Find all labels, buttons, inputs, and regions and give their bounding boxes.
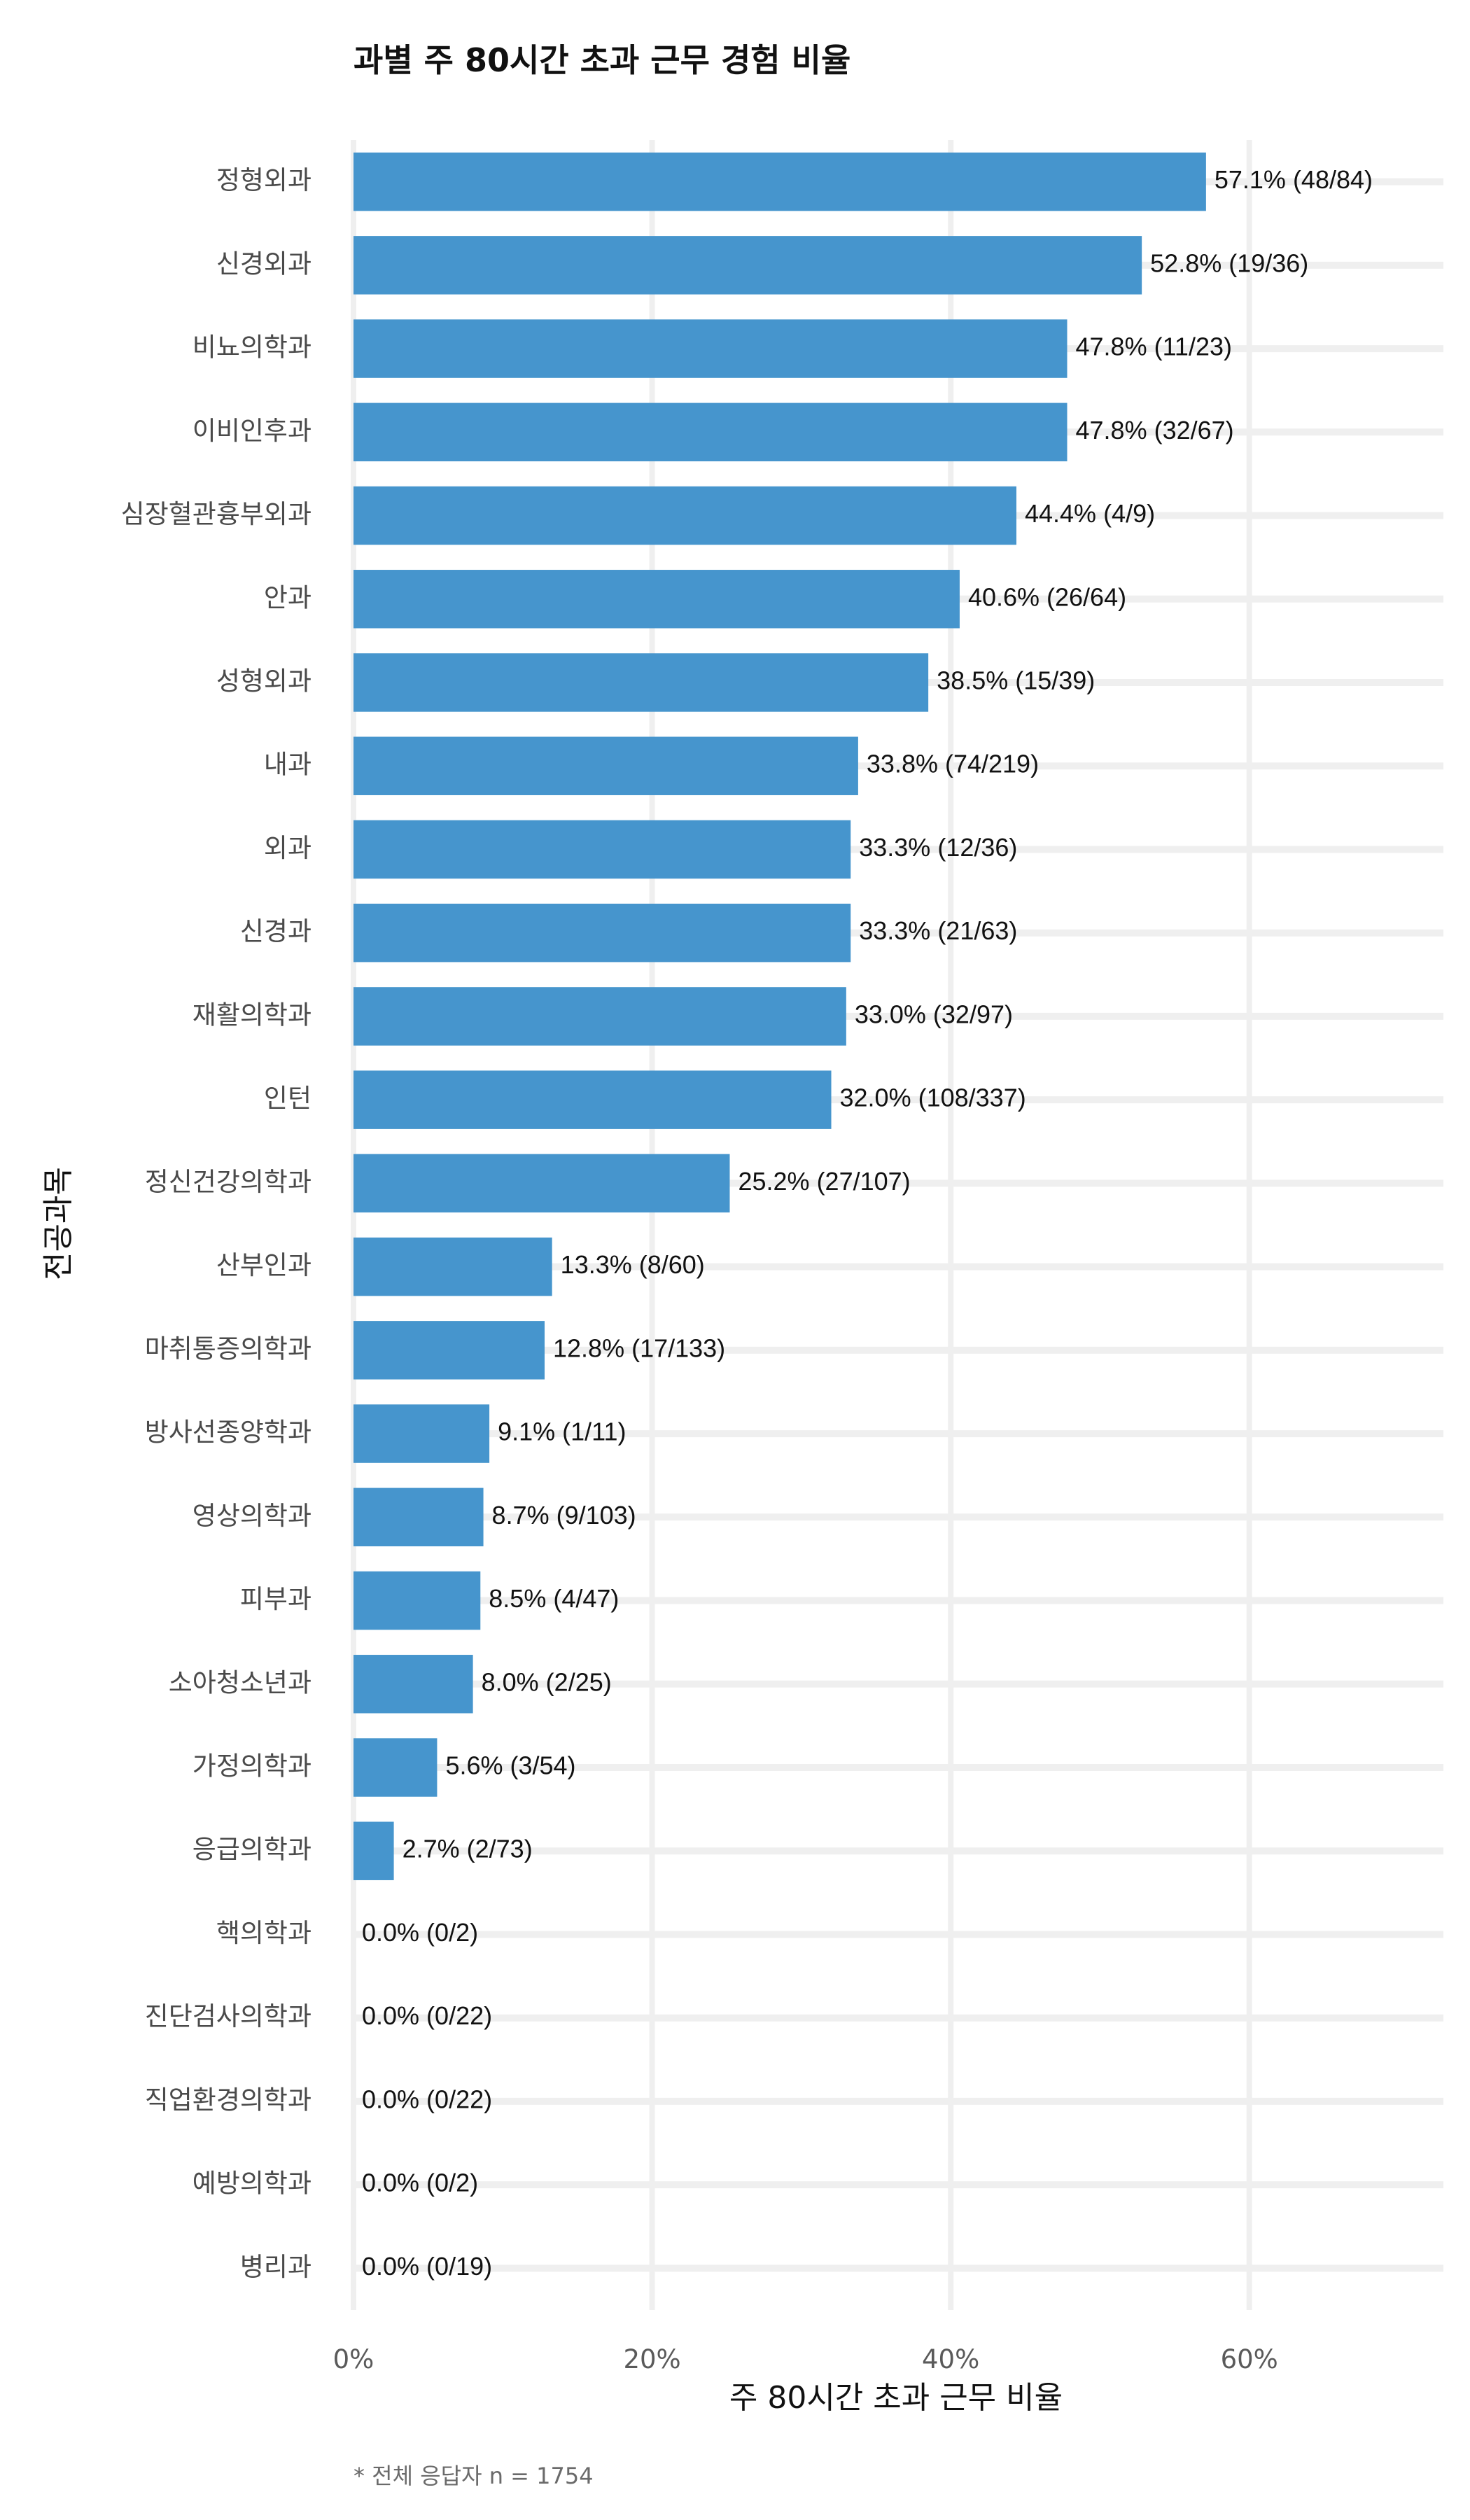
data-label: 25.2% (27/107) bbox=[738, 1167, 910, 1196]
category-label: 신경과 bbox=[240, 916, 312, 946]
category-label: 재활의학과 bbox=[192, 1000, 312, 1030]
y-axis-title: 전공과목 bbox=[41, 1167, 76, 1280]
bar bbox=[354, 1237, 552, 1296]
data-label: 8.0% (2/25) bbox=[482, 1667, 612, 1696]
bar bbox=[354, 903, 851, 962]
data-label: 8.5% (4/47) bbox=[489, 1584, 619, 1613]
category-label: 진단검사의학과 bbox=[145, 2001, 312, 2031]
bar bbox=[354, 1070, 832, 1129]
data-label: 0.0% (0/2) bbox=[362, 2169, 478, 2197]
grid-layer bbox=[351, 140, 1443, 2310]
bar bbox=[354, 402, 1068, 462]
data-label: 33.8% (74/219) bbox=[867, 750, 1039, 778]
category-label: 직업환경의학과 bbox=[145, 2085, 312, 2115]
data-label: 52.8% (19/36) bbox=[1150, 248, 1308, 277]
category-label: 정신건강의학과 bbox=[145, 1167, 312, 1197]
data-label: 0.0% (0/19) bbox=[362, 2252, 492, 2281]
bar bbox=[354, 1571, 481, 1630]
category-label: 방사선종양학과 bbox=[145, 1418, 312, 1448]
category-label: 안과 bbox=[264, 582, 312, 612]
category-label: 외과 bbox=[264, 833, 312, 863]
bar bbox=[354, 1154, 730, 1213]
category-label: 병리과 bbox=[240, 2252, 312, 2282]
bar bbox=[354, 987, 846, 1046]
category-label: 비뇨의학과 bbox=[192, 332, 312, 363]
data-label: 44.4% (4/9) bbox=[1025, 499, 1155, 528]
category-label: 내과 bbox=[264, 750, 312, 780]
data-label: 0.0% (0/22) bbox=[362, 2001, 492, 2030]
category-label: 신경외과 bbox=[216, 248, 312, 279]
bar bbox=[354, 736, 858, 795]
bar bbox=[354, 570, 960, 629]
category-label: 성형외과 bbox=[216, 666, 312, 696]
category-label: 인턴 bbox=[264, 1084, 312, 1114]
x-tick-label: 40% bbox=[922, 2344, 979, 2374]
data-label: 33.3% (21/63) bbox=[859, 916, 1017, 945]
category-label: 정형외과 bbox=[216, 165, 312, 195]
data-label: 33.0% (32/97) bbox=[855, 1000, 1013, 1028]
category-label: 피부과 bbox=[240, 1584, 312, 1614]
bar bbox=[354, 653, 929, 712]
data-label: 32.0% (108/337) bbox=[840, 1084, 1026, 1112]
data-label: 8.7% (9/103) bbox=[492, 1501, 636, 1530]
data-label: 47.8% (11/23) bbox=[1076, 332, 1232, 361]
category-label: 예방의학과 bbox=[192, 2169, 312, 2199]
data-label: 12.8% (17/133) bbox=[553, 1334, 725, 1362]
data-label: 57.1% (48/84) bbox=[1214, 165, 1373, 194]
category-label: 소아청소년과 bbox=[169, 1667, 312, 1698]
data-label: 38.5% (15/39) bbox=[937, 666, 1095, 695]
bar bbox=[354, 319, 1068, 378]
category-label: 이비인후과 bbox=[192, 416, 312, 446]
data-label: 47.8% (32/67) bbox=[1076, 416, 1234, 444]
bar bbox=[354, 820, 851, 879]
data-label: 33.3% (12/36) bbox=[859, 833, 1017, 862]
category-label: 심장혈관흉부외과 bbox=[121, 499, 312, 529]
bar bbox=[354, 1738, 438, 1797]
bar bbox=[354, 1321, 545, 1380]
data-label: 40.6% (26/64) bbox=[968, 582, 1126, 611]
bar bbox=[354, 152, 1206, 211]
chart-title: 과별 주 80시간 초과 근무 경험 비율 bbox=[354, 41, 850, 79]
data-label: 13.3% (8/60) bbox=[561, 1250, 705, 1279]
x-tick-label: 0% bbox=[333, 2344, 374, 2374]
x-tick-label: 60% bbox=[1221, 2344, 1278, 2374]
bars-layer bbox=[354, 152, 1206, 1880]
category-label: 응급의학과 bbox=[192, 1835, 312, 1865]
bar bbox=[354, 236, 1142, 295]
category-label: 산부인과 bbox=[216, 1250, 312, 1280]
bar bbox=[354, 1488, 484, 1547]
labels-layer: 0% 20% 40% 60% 정형외과 57.1% (48/84) 신경외과 52.8% (1… bbox=[121, 165, 1373, 2374]
data-label: 2.7% (2/73) bbox=[402, 1835, 533, 1863]
category-label: 핵의학과 bbox=[216, 1918, 312, 1948]
bar bbox=[354, 486, 1016, 545]
data-label: 0.0% (0/2) bbox=[362, 1918, 478, 1947]
bar bbox=[354, 1655, 473, 1714]
category-label: 마취통증의학과 bbox=[145, 1334, 312, 1364]
category-label: 가정의학과 bbox=[192, 1751, 312, 1782]
x-tick-label: 20% bbox=[623, 2344, 680, 2374]
data-label: 9.1% (1/11) bbox=[498, 1418, 626, 1446]
data-label: 0.0% (0/22) bbox=[362, 2085, 492, 2113]
category-label: 영상의학과 bbox=[192, 1501, 312, 1531]
bar bbox=[354, 1821, 394, 1880]
x-axis-title: 주 80시간 초과 근무 비율 bbox=[729, 2380, 1063, 2416]
bar bbox=[354, 1404, 490, 1463]
data-label: 5.6% (3/54) bbox=[445, 1751, 575, 1780]
footnote: * 전체 응답자 n = 1754 bbox=[354, 2463, 594, 2489]
